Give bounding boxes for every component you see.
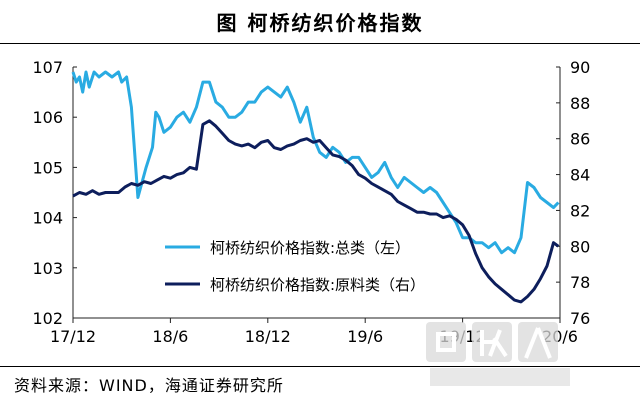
watermark-logo-icon [426, 322, 570, 386]
x-tick-label: 18/12 [245, 327, 291, 346]
legend-item-raw-label: 柯桥纺织价格指数:原料类（右） [210, 276, 425, 294]
right-tick-label: 80 [570, 237, 590, 256]
legend: 柯桥纺织价格指数:总类（左） 柯桥纺织价格指数:原料类（右） [165, 239, 425, 294]
left-tick-label: 102 [32, 309, 63, 328]
series-group [71, 70, 560, 304]
axes-group [72, 66, 561, 323]
left-tick-label: 103 [32, 259, 63, 278]
x-tick-label: 19/6 [347, 327, 383, 346]
watermark [420, 318, 620, 400]
legend-item-total-label: 柯桥纺织价格指数:总类（左） [210, 239, 410, 257]
left-tick-label: 104 [32, 209, 63, 228]
title-divider [0, 43, 640, 44]
line-chart: 102 103 104 105 106 107 76 78 80 82 84 86 88 90 17/12 1… [32, 58, 590, 346]
right-tick-label: 84 [570, 166, 590, 185]
left-tick-label: 105 [32, 158, 63, 177]
left-tick-label: 106 [32, 108, 63, 127]
right-tick-label: 76 [570, 309, 590, 328]
tick-labels-group: 102 103 104 105 106 107 76 78 80 82 84 86 88 90 17/12 1… [32, 58, 590, 346]
x-tick-label: 17/12 [50, 327, 96, 346]
left-tick-label: 107 [32, 58, 63, 77]
source-note: 资料来源：WIND，海通证券研究所 [14, 376, 284, 395]
right-tick-label: 90 [570, 58, 590, 77]
series-line-total [71, 70, 560, 255]
right-tick-label: 78 [570, 273, 590, 292]
right-tick-label: 82 [570, 201, 590, 220]
right-tick-label: 86 [570, 130, 590, 149]
series-line-raw [72, 119, 560, 304]
x-tick-label: 18/6 [152, 327, 188, 346]
chart-title: 图 柯桥纺织价格指数 [216, 10, 424, 35]
right-tick-label: 88 [570, 94, 590, 113]
footer-divider [0, 366, 640, 367]
